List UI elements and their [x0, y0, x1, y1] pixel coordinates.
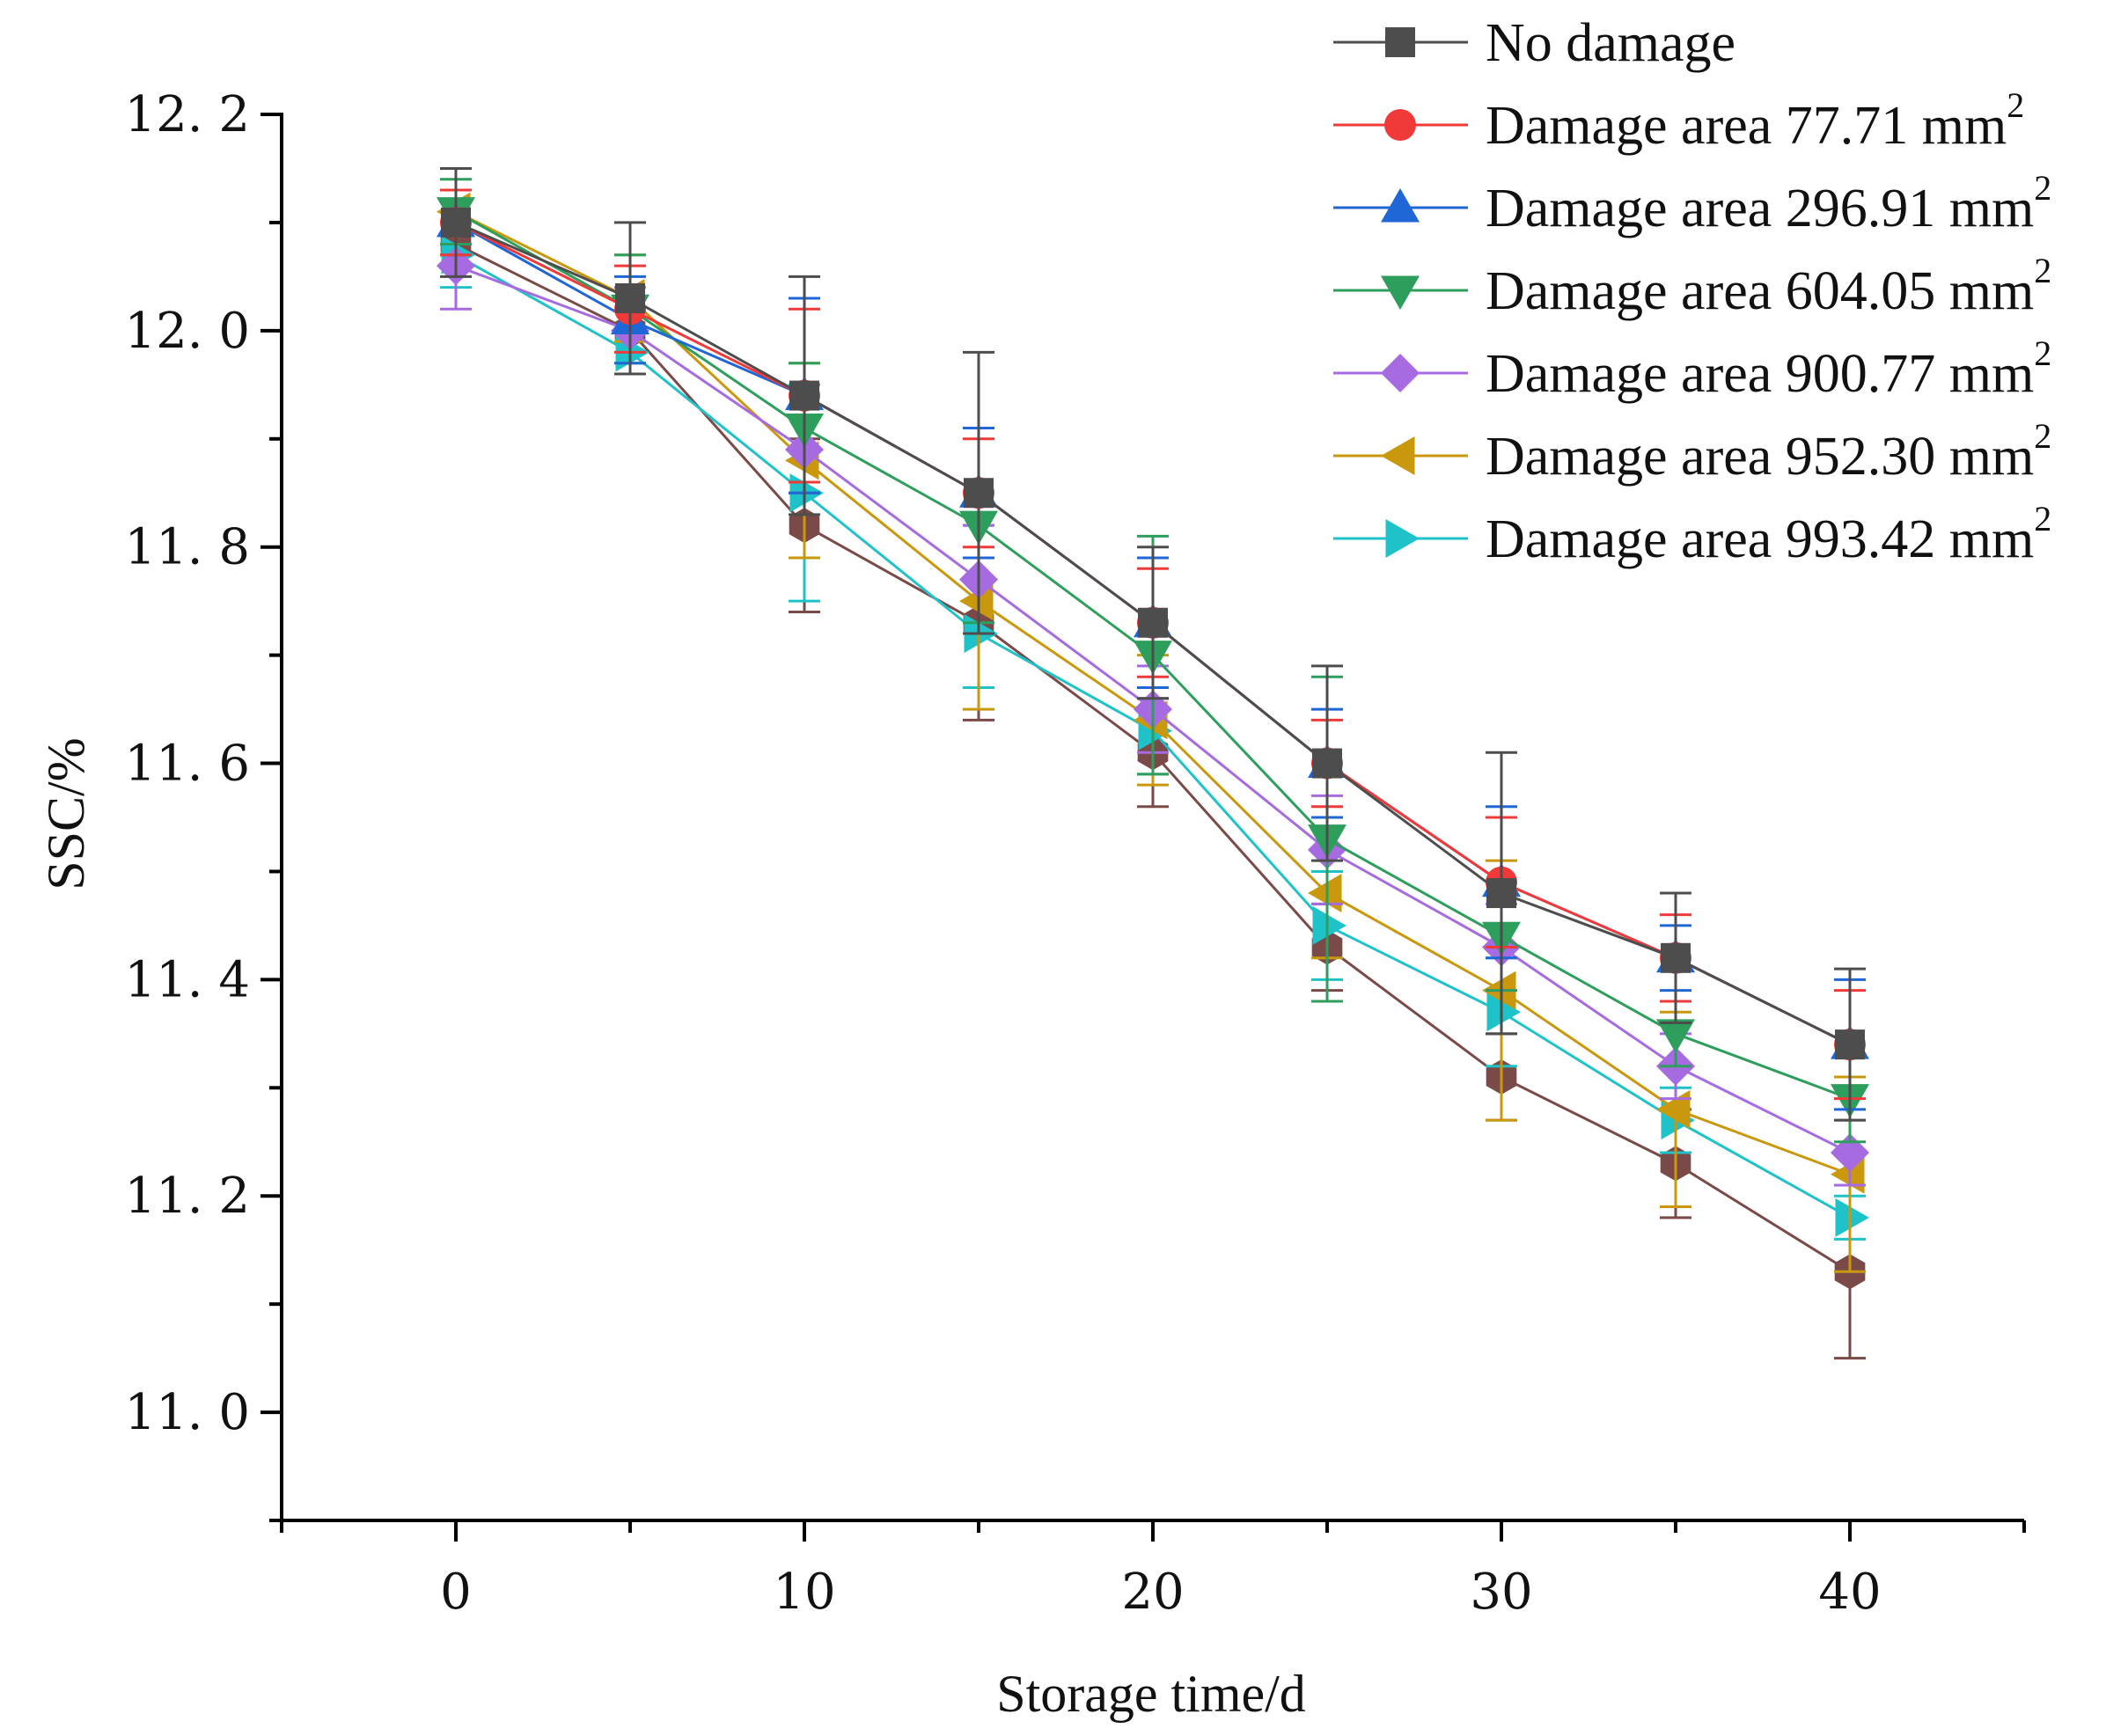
legend-label: Damage area 296.91 mm2 [1486, 168, 2051, 238]
legend-label: Damage area 952.30 mm2 [1486, 416, 2051, 487]
x-tick-label: 20 [1121, 1564, 1184, 1621]
legend-marker [1381, 436, 1415, 475]
legend-label: Damage area 77.71 mm2 [1486, 85, 2024, 156]
data-point [964, 478, 994, 509]
legend-entry-2: Damage area 296.91 mm2 [1333, 168, 2051, 238]
x-tick-label: 10 [773, 1564, 835, 1621]
legend-superscript: 2 [2034, 416, 2051, 456]
legend-marker [1385, 519, 1420, 558]
data-point [1656, 1019, 1695, 1053]
legend-superscript: 2 [2034, 499, 2051, 538]
data-point [1312, 748, 1342, 779]
legend-label: Damage area 993.42 mm2 [1486, 499, 2051, 569]
legend-entry-1: Damage area 77.71 mm2 [1333, 85, 2024, 156]
y-tick-label: 11. 8 [125, 519, 251, 576]
data-point [1486, 878, 1516, 909]
legend-superscript: 2 [2034, 333, 2051, 373]
y-axis-title: SSC/% [37, 737, 95, 890]
legend-entry-3: Damage area 604.05 mm2 [1333, 251, 2051, 321]
legend-entry-5: Damage area 952.30 mm2 [1333, 416, 2051, 487]
data-point [441, 207, 471, 238]
y-tick-label: 12. 0 [125, 303, 251, 360]
legend-marker [1381, 354, 1420, 392]
legend-marker [1381, 188, 1420, 223]
x-tick-label: 0 [440, 1564, 472, 1621]
data-point [1835, 1198, 1869, 1237]
x-tick-label: 30 [1470, 1564, 1532, 1621]
data-point [1835, 1029, 1865, 1060]
legend-superscript: 2 [2034, 251, 2051, 290]
data-point [789, 380, 819, 411]
legend-entry-6: Damage area 993.42 mm2 [1333, 499, 2051, 569]
data-point [1312, 905, 1347, 945]
x-tick-label: 40 [1818, 1564, 1881, 1621]
legend-entry-4: Damage area 900.77 mm2 [1333, 333, 2051, 404]
legend-label: Damage area 900.77 mm2 [1486, 333, 2051, 404]
y-tick-label: 11. 2 [125, 1168, 251, 1225]
legend-marker [1381, 275, 1420, 310]
legend-entry-0: No damage [1333, 13, 1735, 73]
legend-label: No damage [1486, 13, 1735, 73]
data-point [615, 282, 645, 313]
y-tick-label: 11. 4 [125, 951, 251, 1008]
data-point [1661, 942, 1691, 973]
legend-superscript: 2 [2034, 168, 2051, 208]
data-point [1138, 607, 1168, 638]
y-tick-label: 12. 2 [125, 86, 251, 143]
legend-marker [1384, 109, 1416, 141]
legend-label: Damage area 604.05 mm2 [1486, 251, 2051, 321]
data-point [1486, 993, 1521, 1032]
y-tick-label: 11. 0 [125, 1384, 251, 1441]
x-axis-title: Storage time/d [996, 1665, 1306, 1723]
series-layer [437, 166, 1869, 1360]
axes: 0 10 20 30 40 11. 0 11. 2 11. 4 11. 6 11. 8 12. 0 1… [125, 86, 2026, 1621]
legend-marker [1385, 27, 1415, 57]
y-tick-label: 11. 6 [125, 736, 251, 793]
legend: No damage Damage area 77.71 mm2 Damage are… [1333, 13, 2051, 569]
series-0 [440, 166, 1866, 1122]
legend-superscript: 2 [2007, 85, 2024, 125]
